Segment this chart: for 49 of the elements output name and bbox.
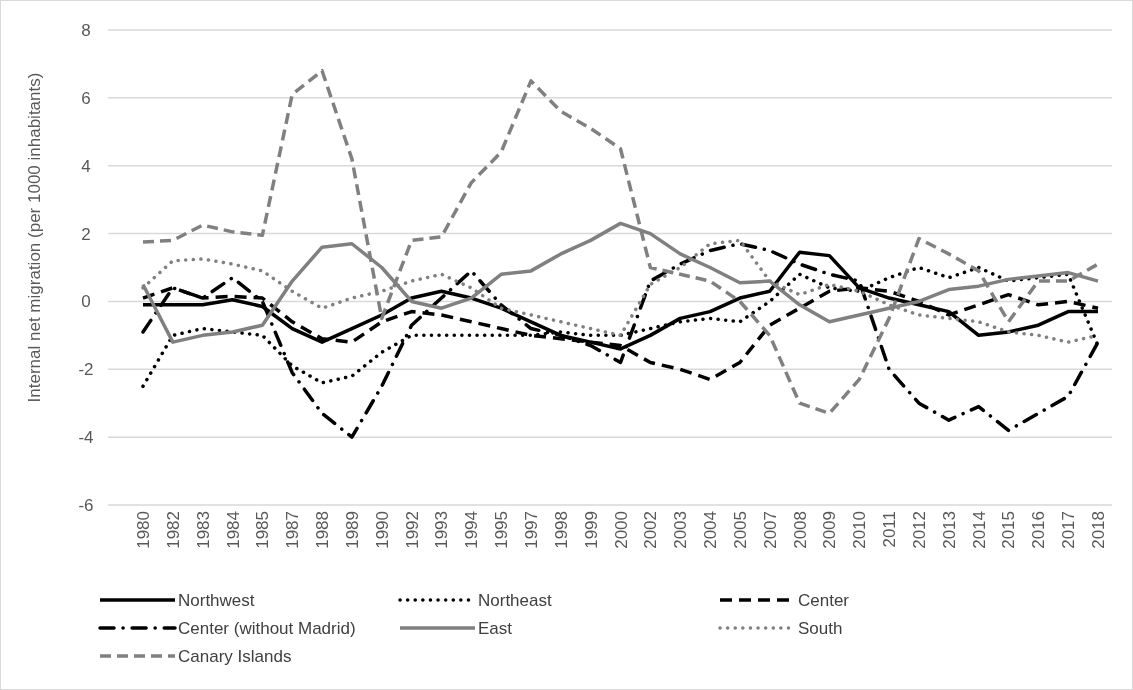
x-tick-label: 1995 [492, 511, 512, 549]
y-tick-label: 8 [81, 20, 91, 40]
y-tick-label: 2 [81, 224, 91, 244]
x-tick-label: 1983 [193, 511, 213, 549]
x-tick-label: 2003 [671, 511, 691, 549]
y-tick-label: 0 [81, 292, 91, 312]
x-tick-label: 2000 [611, 511, 631, 549]
x-tick-label: 2010 [850, 511, 870, 549]
x-tick-label: 1980 [134, 511, 153, 549]
x-tick-label: 1998 [551, 511, 571, 549]
x-tick-label: 1990 [372, 511, 392, 549]
x-tick-label: 2017 [1059, 511, 1079, 549]
x-tick-label: 2008 [790, 511, 810, 549]
x-tick-label: 2011 [880, 511, 900, 548]
legend-label: South [798, 619, 843, 638]
x-tick-label: 1985 [253, 511, 273, 549]
x-tick-label: 2002 [641, 511, 661, 549]
x-tick-label: 2013 [939, 511, 959, 549]
x-tick-label: 1989 [342, 511, 362, 549]
x-tick-label: 1997 [521, 511, 541, 549]
x-tick-label: 2009 [820, 511, 840, 549]
x-tick-label: 1994 [462, 511, 482, 549]
legend-label: Canary Islands [178, 647, 292, 666]
x-tick-label: 1999 [581, 511, 601, 549]
y-tick-label: -6 [78, 495, 94, 515]
x-tick-label: 2015 [999, 511, 1019, 549]
legend-label: Center [798, 591, 850, 610]
x-tick-label: 2012 [909, 511, 929, 549]
x-tick-label: 1984 [223, 511, 243, 549]
x-tick-label: 2018 [1089, 511, 1108, 549]
x-tick-label: 2016 [1029, 511, 1049, 549]
x-tick-label: 2007 [760, 511, 780, 549]
legend-label: Northeast [478, 591, 552, 610]
x-tick-label: 1982 [163, 511, 183, 549]
legend-label: Center (without Madrid) [178, 619, 356, 638]
y-axis-title: Internal net migration (per 1000 inhabitants) [25, 72, 44, 403]
x-tick-label: 1993 [432, 511, 452, 549]
y-tick-label: 6 [81, 88, 91, 108]
y-tick-label: -2 [78, 360, 94, 380]
x-tick-label: 1987 [283, 511, 303, 549]
y-tick-label: -4 [78, 428, 94, 448]
legend-label: Northwest [178, 591, 255, 610]
x-tick-label: 2004 [701, 511, 721, 549]
y-tick-label: 4 [81, 156, 91, 176]
x-tick-label: 2014 [969, 511, 989, 549]
x-tick-label: 1992 [402, 511, 422, 549]
x-tick-label: 2005 [730, 511, 750, 549]
x-tick-label: 1988 [313, 511, 333, 549]
legend-label: East [478, 619, 513, 638]
